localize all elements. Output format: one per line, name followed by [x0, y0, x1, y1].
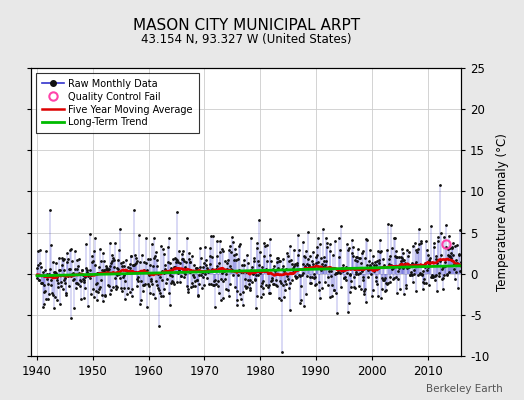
Text: 43.154 N, 93.327 W (United States): 43.154 N, 93.327 W (United States): [141, 33, 352, 46]
Text: MASON CITY MUNICIPAL ARPT: MASON CITY MUNICIPAL ARPT: [133, 18, 360, 33]
Y-axis label: Temperature Anomaly (°C): Temperature Anomaly (°C): [496, 133, 509, 291]
Text: Berkeley Earth: Berkeley Earth: [427, 384, 503, 394]
Legend: Raw Monthly Data, Quality Control Fail, Five Year Moving Average, Long-Term Tren: Raw Monthly Data, Quality Control Fail, …: [36, 73, 199, 133]
